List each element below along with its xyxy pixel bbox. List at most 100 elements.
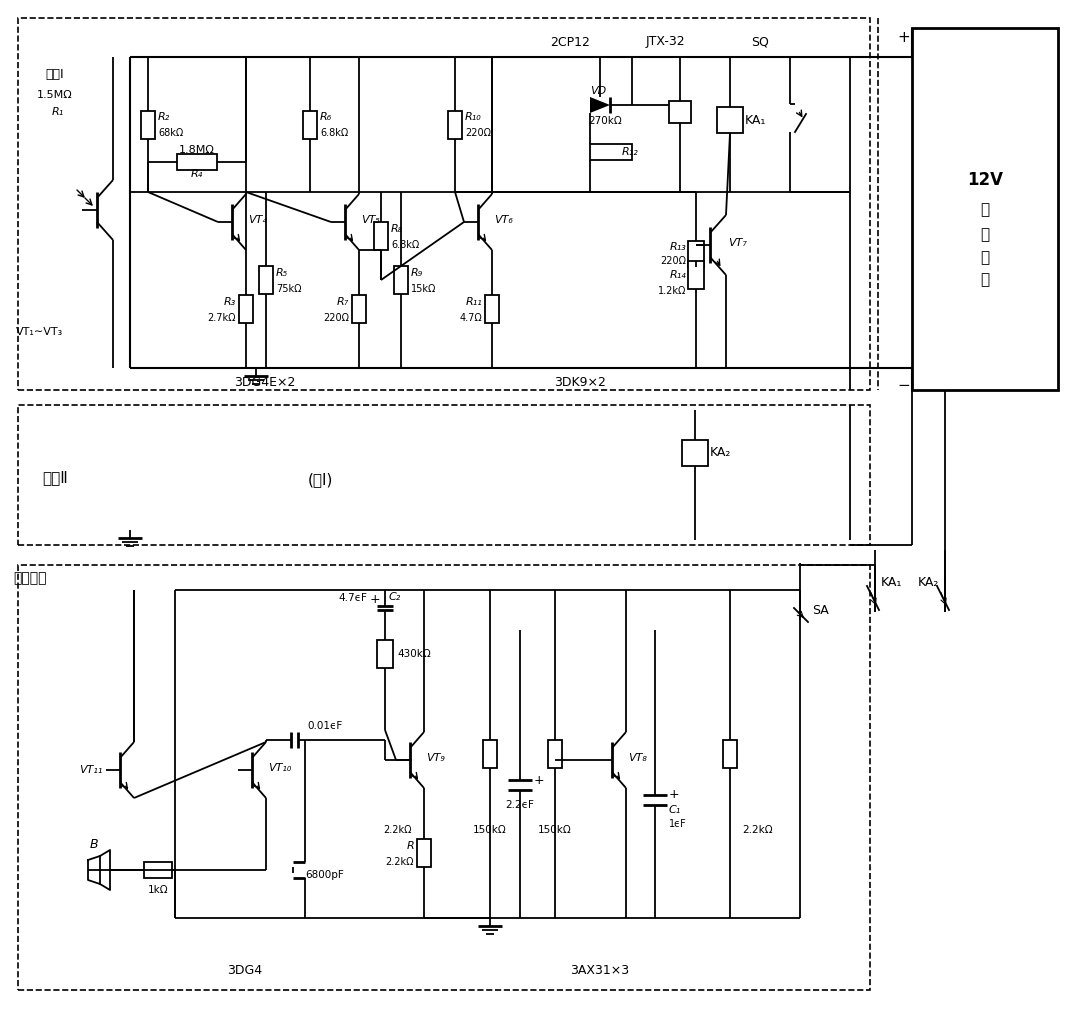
Text: KA₂: KA₂ (918, 576, 939, 588)
Bar (394, 266, 408, 294)
Text: SA: SA (812, 604, 829, 616)
Bar (682, 440, 708, 466)
Text: +: + (669, 788, 680, 802)
Text: 430kΩ: 430kΩ (397, 649, 431, 659)
Text: 6.8kΩ: 6.8kΩ (321, 129, 348, 138)
Bar (448, 110, 462, 138)
Text: 1.2kΩ: 1.2kΩ (657, 286, 686, 296)
Text: 3AX31×3: 3AX31×3 (570, 964, 629, 976)
Text: 150kΩ: 150kΩ (538, 825, 571, 835)
Text: R₃: R₃ (224, 297, 236, 307)
Text: KA₁: KA₁ (881, 576, 903, 588)
Text: 2.2kΩ: 2.2kΩ (384, 825, 412, 835)
Text: VT₇: VT₇ (728, 238, 747, 248)
Text: 6800pF: 6800pF (306, 870, 344, 880)
Text: 电: 电 (981, 251, 989, 265)
Text: 4.7ϵF: 4.7ϵF (339, 593, 368, 603)
Bar (239, 295, 253, 323)
Text: VT₉: VT₉ (426, 753, 445, 763)
Text: VT₆: VT₆ (494, 215, 512, 225)
Text: R₁₀: R₁₀ (465, 112, 481, 123)
Text: 1.5MΩ: 1.5MΩ (38, 90, 73, 100)
Bar (688, 261, 704, 289)
Text: VT₈: VT₈ (628, 753, 646, 763)
Text: 压: 压 (981, 227, 989, 243)
Text: C₁: C₁ (669, 805, 681, 815)
Bar (669, 101, 691, 123)
Bar (377, 640, 393, 668)
Text: +: + (897, 31, 910, 45)
Text: R₄: R₄ (191, 169, 203, 179)
Text: 220Ω: 220Ω (323, 313, 349, 323)
Text: 68kΩ: 68kΩ (158, 129, 183, 138)
Text: R: R (406, 841, 414, 851)
Bar (590, 144, 632, 160)
Text: VT₁₁: VT₁₁ (78, 765, 102, 775)
Text: 75kΩ: 75kΩ (276, 284, 301, 294)
Bar (723, 740, 738, 768)
Text: JTX-32: JTX-32 (645, 35, 685, 49)
Text: R₅: R₅ (276, 268, 288, 278)
Text: (同Ⅰ): (同Ⅰ) (308, 473, 332, 487)
Bar (18, 18, 870, 390)
Text: 1ϵF: 1ϵF (669, 819, 687, 829)
Bar (259, 266, 273, 294)
Text: 源: 源 (981, 272, 989, 288)
Text: SQ: SQ (751, 35, 769, 49)
Text: R₇: R₇ (337, 297, 349, 307)
Text: R₈: R₈ (391, 224, 403, 234)
Bar (717, 107, 743, 133)
Bar (18, 405, 870, 545)
Text: R₁₁: R₁₁ (465, 297, 482, 307)
Text: 15kΩ: 15kΩ (411, 284, 436, 294)
Bar (177, 154, 217, 170)
Bar (18, 565, 870, 990)
Text: 光路Ⅱ: 光路Ⅱ (42, 471, 68, 485)
Text: VD: VD (590, 86, 606, 96)
Text: R₁₂: R₁₂ (622, 147, 639, 157)
Bar (374, 222, 388, 250)
Bar (142, 110, 155, 138)
Text: 稳: 稳 (981, 202, 989, 218)
Text: 光路Ⅰ: 光路Ⅰ (46, 68, 64, 82)
Text: 3DK9×2: 3DK9×2 (554, 376, 606, 388)
Text: KA₂: KA₂ (710, 447, 731, 459)
Text: +: + (534, 774, 545, 786)
Bar (303, 110, 317, 138)
Text: 2.2kΩ: 2.2kΩ (742, 825, 773, 835)
Bar (548, 740, 562, 768)
Bar (912, 28, 1058, 390)
Text: 2.2ϵF: 2.2ϵF (506, 800, 535, 810)
Text: 6.8kΩ: 6.8kΩ (391, 240, 419, 250)
Text: R₂: R₂ (158, 112, 170, 123)
Text: R₁₃: R₁₃ (669, 241, 686, 252)
Text: R₁: R₁ (51, 107, 64, 117)
Text: 4.7Ω: 4.7Ω (459, 313, 482, 323)
Text: 150kΩ: 150kΩ (473, 825, 507, 835)
Text: VT₁₀: VT₁₀ (268, 763, 292, 773)
Text: 220Ω: 220Ω (660, 256, 686, 266)
Text: 270kΩ: 270kΩ (589, 116, 622, 126)
Text: 报警电路: 报警电路 (13, 571, 47, 585)
Polygon shape (590, 97, 610, 112)
Text: 3DG4: 3DG4 (227, 964, 263, 976)
Bar (688, 241, 704, 267)
Bar (483, 740, 497, 768)
Text: −: − (897, 378, 910, 392)
Text: VT₅: VT₅ (361, 215, 379, 225)
Text: 2.7kΩ: 2.7kΩ (208, 313, 236, 323)
Text: 0.01ϵF: 0.01ϵF (308, 721, 343, 731)
Text: 1.8MΩ: 1.8MΩ (179, 146, 215, 155)
Bar (485, 295, 498, 323)
Text: R₆: R₆ (321, 112, 332, 123)
Text: KA₁: KA₁ (745, 114, 766, 127)
Text: 1kΩ: 1kΩ (148, 885, 168, 895)
Bar (417, 839, 431, 867)
Bar (352, 295, 366, 323)
Bar (144, 862, 172, 878)
Text: VT₁∼VT₃: VT₁∼VT₃ (16, 327, 63, 337)
Text: 12V: 12V (967, 171, 1003, 189)
Text: 3DG4E×2: 3DG4E×2 (235, 376, 296, 388)
Text: C₂: C₂ (389, 592, 401, 603)
Text: 2.2kΩ: 2.2kΩ (386, 857, 414, 867)
